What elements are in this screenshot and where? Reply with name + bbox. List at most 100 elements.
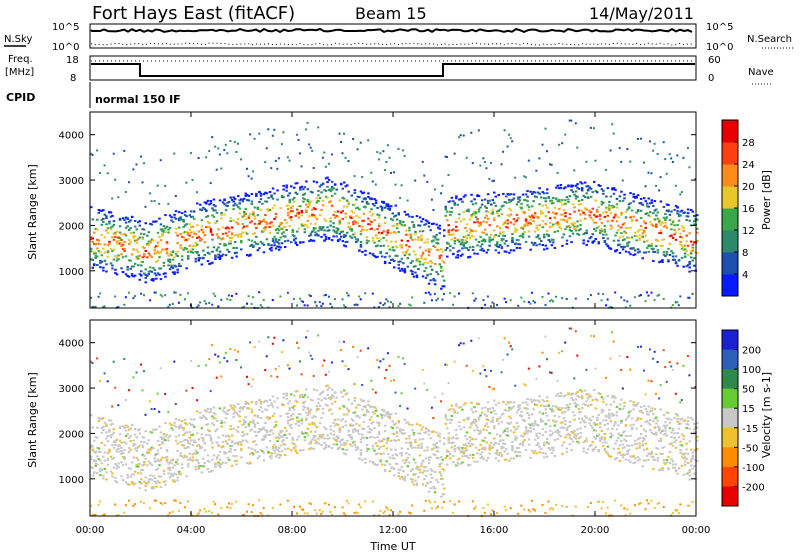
velocity-cell bbox=[227, 409, 231, 411]
velocity-cell bbox=[499, 452, 502, 455]
velocity-cell bbox=[443, 487, 446, 490]
velocity-cell bbox=[318, 393, 322, 396]
power-cell bbox=[685, 219, 688, 221]
velocity-cell bbox=[152, 486, 155, 488]
velocity-cell bbox=[150, 408, 153, 411]
power-cell bbox=[646, 239, 649, 242]
velocity-cell bbox=[486, 503, 489, 506]
velocity-cell bbox=[253, 423, 257, 426]
power-cell bbox=[312, 239, 316, 242]
power-cell bbox=[673, 224, 676, 227]
velocity-cell bbox=[496, 449, 499, 452]
velocity-cell bbox=[223, 452, 226, 455]
velocity-cell bbox=[138, 481, 141, 484]
velocity-cell bbox=[152, 487, 155, 490]
power-cell bbox=[270, 246, 273, 249]
velocity-cell bbox=[438, 465, 441, 468]
velocity-cell bbox=[435, 431, 438, 434]
power-cell bbox=[288, 159, 291, 162]
power-cell bbox=[230, 256, 234, 259]
power-cell bbox=[233, 140, 236, 143]
velocity-cell bbox=[515, 427, 519, 430]
velocity-cell bbox=[464, 447, 467, 450]
power-cell bbox=[361, 251, 364, 253]
power-cell bbox=[327, 237, 331, 240]
velocity-cell bbox=[258, 340, 261, 343]
power-cell bbox=[253, 241, 257, 244]
power-cell bbox=[117, 305, 120, 308]
power-cell bbox=[435, 248, 438, 251]
power-cell bbox=[361, 228, 364, 231]
velocity-cell bbox=[129, 448, 132, 451]
velocity-cell bbox=[94, 460, 97, 463]
power-cell bbox=[605, 195, 608, 198]
power-cell bbox=[235, 204, 238, 207]
velocity-cell bbox=[271, 342, 274, 345]
velocity-cell bbox=[277, 447, 281, 449]
power-cell bbox=[374, 245, 378, 248]
velocity-cell bbox=[123, 511, 126, 514]
velocity-cell bbox=[144, 430, 147, 433]
velocity-cell bbox=[444, 413, 447, 416]
velocity-cell bbox=[405, 458, 408, 461]
power-cell bbox=[667, 204, 670, 206]
velocity-cell bbox=[250, 511, 253, 514]
power-cell bbox=[406, 248, 410, 251]
power-cell bbox=[176, 250, 179, 253]
power-cell bbox=[332, 229, 335, 232]
velocity-cell bbox=[196, 514, 199, 517]
velocity-cell bbox=[168, 469, 172, 471]
velocity-cell bbox=[258, 428, 261, 430]
power-cell bbox=[329, 200, 332, 203]
power-cell bbox=[108, 242, 111, 245]
velocity-cell bbox=[283, 448, 287, 451]
power-cell bbox=[187, 292, 189, 295]
power-cell bbox=[211, 207, 214, 210]
power-cell bbox=[249, 221, 252, 224]
velocity-cell bbox=[502, 400, 505, 403]
power-cell bbox=[391, 258, 394, 261]
power-cell bbox=[303, 198, 307, 201]
power-cell bbox=[436, 297, 439, 300]
power-cell bbox=[96, 255, 99, 258]
velocity-cell bbox=[343, 441, 346, 444]
power-cell bbox=[205, 156, 208, 159]
velocity-cell bbox=[249, 420, 252, 423]
power-cell bbox=[411, 215, 414, 218]
power-cell bbox=[190, 215, 193, 218]
velocity-cell bbox=[362, 436, 366, 439]
power-cell bbox=[105, 223, 108, 226]
power-cell bbox=[315, 304, 318, 307]
power-cell bbox=[639, 197, 643, 200]
velocity-cell bbox=[115, 481, 119, 484]
velocity-cell bbox=[417, 444, 420, 447]
power-cell bbox=[273, 218, 276, 220]
velocity-cell bbox=[497, 402, 500, 404]
power-cell bbox=[235, 251, 238, 254]
power-cell bbox=[652, 204, 655, 207]
power-cell bbox=[336, 215, 340, 218]
power-cell bbox=[338, 219, 341, 222]
power-cell bbox=[353, 220, 357, 222]
power-cell bbox=[571, 191, 575, 193]
velocity-cell bbox=[111, 458, 114, 460]
velocity-cell bbox=[187, 442, 190, 445]
velocity-cell bbox=[352, 431, 355, 434]
velocity-cell bbox=[529, 398, 532, 401]
power-cell bbox=[535, 169, 538, 172]
power-cell bbox=[362, 212, 366, 215]
power-cell bbox=[646, 291, 648, 294]
power-cell bbox=[308, 201, 311, 204]
velocity-cell bbox=[376, 359, 379, 362]
power-cell bbox=[553, 247, 557, 249]
power-cell bbox=[258, 220, 261, 222]
power-cell bbox=[302, 188, 305, 191]
power-cell bbox=[509, 213, 513, 216]
power-cell bbox=[273, 241, 276, 244]
power-cell bbox=[240, 241, 243, 244]
power-cell bbox=[326, 185, 329, 188]
velocity-cell bbox=[183, 422, 187, 425]
velocity-cell bbox=[220, 375, 223, 378]
velocity-cell bbox=[226, 360, 229, 363]
velocity-cell bbox=[321, 510, 324, 513]
